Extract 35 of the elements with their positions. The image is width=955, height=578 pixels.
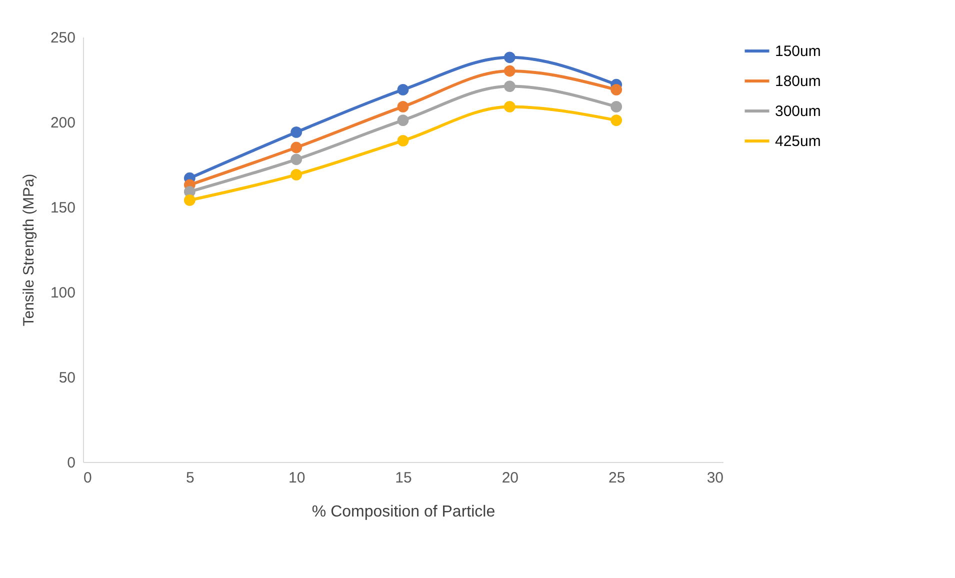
x-tick-label: 10: [288, 470, 306, 486]
point: [610, 114, 622, 126]
point: [397, 114, 409, 126]
legend-label: 150um: [775, 43, 821, 60]
point: [397, 101, 409, 112]
point: [504, 65, 516, 77]
point: [610, 101, 622, 112]
point: [504, 52, 516, 64]
x-tick-label: 15: [395, 470, 412, 486]
y-tick-label: 50: [58, 370, 76, 386]
legend-label: 425um: [775, 133, 821, 150]
point: [504, 101, 516, 112]
x-axis-title: % Composition of Particle: [312, 504, 496, 520]
point: [290, 169, 302, 180]
point: [290, 142, 302, 154]
x-tick-label: 30: [706, 470, 724, 486]
x-tick-label: 20: [502, 470, 519, 486]
point: [610, 84, 622, 96]
y-axis-title: Tensile Strength (MPa): [20, 174, 38, 326]
y-tick-label: 100: [50, 284, 76, 302]
point: [397, 135, 409, 146]
point: [504, 80, 516, 92]
x-tick-label: 5: [186, 470, 194, 486]
x-tick-label: 25: [608, 470, 626, 486]
legend-label: 300um: [775, 103, 821, 120]
y-tick-label: 150: [50, 200, 76, 216]
point: [290, 154, 302, 166]
point: [290, 126, 302, 138]
y-tick-label: 200: [50, 114, 76, 132]
y-tick-label: 0: [67, 454, 76, 472]
legend-label: 180um: [775, 73, 821, 90]
point: [397, 84, 409, 96]
point: [184, 194, 196, 206]
y-tick-label: 250: [50, 30, 76, 46]
x-tick-label: 0: [84, 470, 92, 486]
